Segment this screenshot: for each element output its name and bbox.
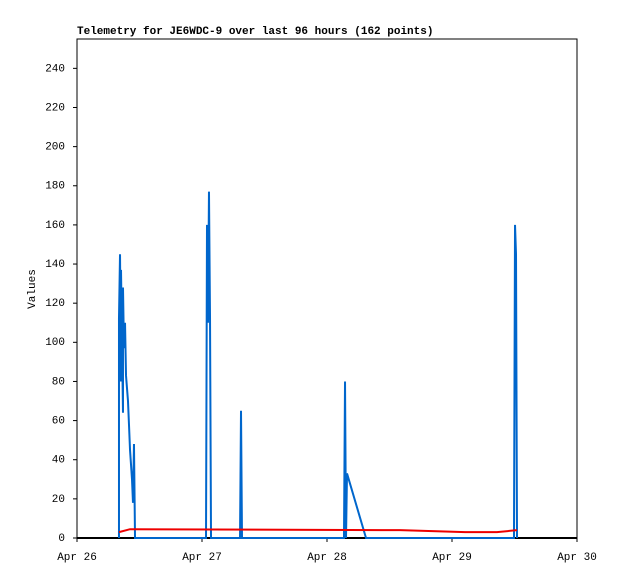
y-tick-label: 20 — [52, 494, 65, 506]
y-tick-label: 40 — [52, 455, 65, 467]
y-tick-label: 100 — [45, 337, 65, 349]
y-tick-label: 0 — [58, 533, 65, 545]
series-line — [117, 191, 518, 539]
x-tick-label: Apr 30 — [557, 552, 597, 564]
y-axis-label: Values — [27, 269, 39, 309]
series-line — [118, 528, 518, 534]
x-tick-label: Apr 29 — [432, 552, 472, 564]
x-tick-label: Apr 26 — [57, 552, 97, 564]
y-tick-label: 180 — [45, 181, 65, 193]
plot-frame — [76, 38, 578, 539]
y-tick-label: 140 — [45, 259, 65, 271]
y-tick-label: 80 — [52, 376, 65, 388]
x-tick-label: Apr 28 — [307, 552, 347, 564]
x-tick-label: Apr 27 — [182, 552, 222, 564]
y-tick-label: 240 — [45, 63, 65, 75]
y-tick-label: 120 — [45, 298, 65, 310]
y-tick-label: 200 — [45, 142, 65, 154]
y-tick-label: 220 — [45, 102, 65, 114]
chart-title: Telemetry for JE6WDC-9 over last 96 hour… — [77, 26, 433, 38]
y-tick-label: 60 — [52, 415, 65, 427]
y-tick-label: 160 — [45, 220, 65, 232]
